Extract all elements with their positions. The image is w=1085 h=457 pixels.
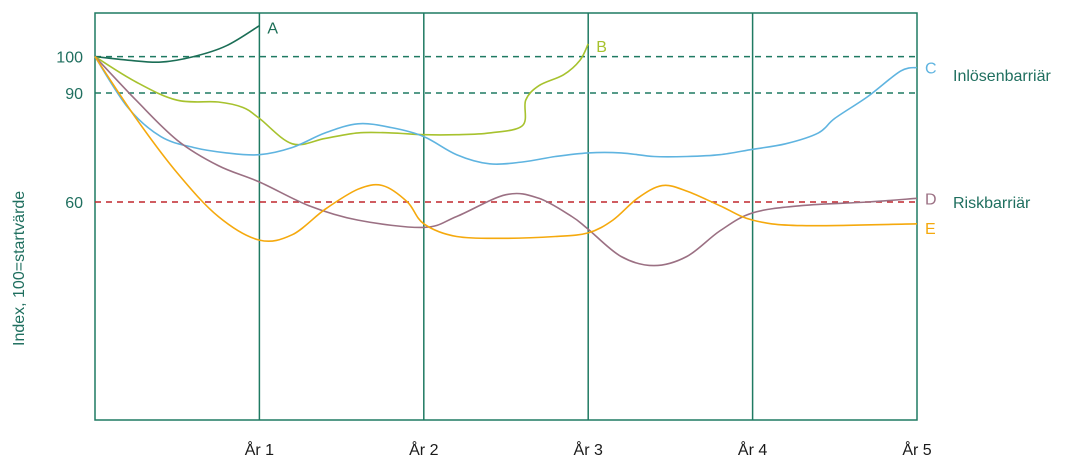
barrier-labels: Inlösenbarriär Riskbarriär	[953, 68, 1052, 212]
series-label-e: E	[925, 221, 936, 238]
series-line-c	[94, 56, 918, 165]
x-tick-label: År 2	[409, 440, 438, 457]
series-line-a	[94, 25, 260, 64]
x-tick-label: År 3	[574, 440, 603, 457]
x-tick-labels: År 1 År 2 År 3 År 4 År 5	[245, 440, 932, 457]
series-label-c: C	[925, 61, 937, 78]
series-label-a: A	[267, 21, 278, 38]
x-tick-label: År 5	[902, 440, 931, 457]
y-axis-label: Index, 100=startvärde	[11, 191, 28, 346]
series-line-e	[94, 56, 918, 243]
series-lines	[94, 25, 918, 267]
series-line-b	[94, 43, 589, 146]
barrier-label: Riskbarriär	[953, 195, 1031, 212]
y-tick-labels: 60 90 100	[56, 50, 83, 212]
series-labels: A B C DE	[267, 21, 936, 238]
y-tick-label: 60	[65, 195, 83, 212]
plot-area	[94, 12, 918, 421]
x-tick-label: År 4	[738, 440, 767, 457]
series-label-d: D	[925, 191, 937, 208]
series-line-d	[94, 56, 918, 267]
barrier-lines	[95, 55, 917, 203]
series-label-b: B	[596, 39, 607, 56]
grid-lines	[258, 13, 754, 420]
y-tick-label: 90	[65, 86, 83, 103]
barrier-label: Inlösenbarriär	[953, 68, 1052, 85]
y-tick-label: 100	[56, 50, 83, 67]
x-tick-label: År 1	[245, 440, 274, 457]
